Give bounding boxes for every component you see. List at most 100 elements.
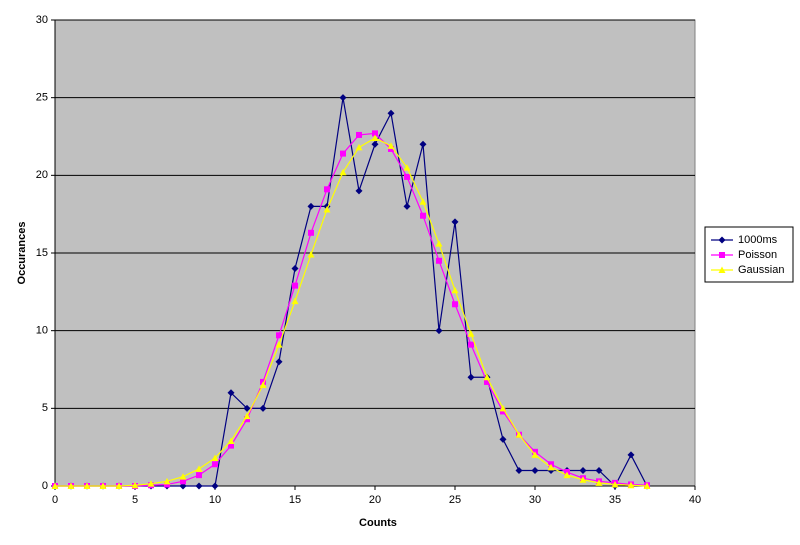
marker-triangle: [515, 431, 523, 438]
marker-square: [404, 173, 410, 180]
marker-triangle: [195, 465, 203, 472]
marker-diamond: [243, 404, 251, 412]
marker-square: [372, 130, 378, 137]
marker-triangle: [147, 480, 155, 487]
marker-square: [420, 212, 426, 219]
y-axis-label: Occurances: [16, 222, 28, 285]
marker-square: [436, 257, 442, 264]
marker-square: [484, 378, 490, 385]
marker-diamond: [387, 109, 395, 117]
marker-triangle: [355, 143, 363, 151]
marker-diamond: [355, 187, 363, 195]
marker-triangle: [563, 471, 571, 479]
marker-square: [356, 131, 362, 138]
marker-triangle: [419, 198, 427, 205]
marker-triangle: [51, 482, 59, 489]
marker-square: [468, 341, 474, 348]
marker-triangle: [403, 164, 411, 171]
marker-diamond: [275, 358, 283, 366]
marker-square: [500, 408, 506, 415]
marker-square: [212, 461, 218, 468]
marker-triangle: [467, 330, 475, 337]
marker-triangle: [499, 404, 507, 412]
x-axis-label: Counts: [359, 517, 397, 529]
x-tick-label: 10: [209, 494, 221, 506]
marker-triangle: [99, 482, 107, 489]
y-tick-label: 25: [36, 92, 48, 104]
marker-diamond: [435, 327, 443, 335]
marker-triangle: [67, 482, 75, 489]
marker-triangle: [179, 473, 187, 480]
x-tick-label: 25: [449, 494, 461, 506]
marker-triangle: [291, 297, 299, 305]
series-line: [55, 137, 648, 487]
marker-square: [292, 282, 298, 289]
y-tick-label: 30: [36, 14, 48, 26]
marker-triangle: [611, 480, 619, 488]
marker-diamond: [515, 466, 523, 474]
marker-triangle: [227, 437, 235, 444]
legend-label: 1000ms: [738, 234, 778, 246]
x-tick-label: 20: [369, 494, 381, 506]
marker-diamond: [227, 389, 235, 397]
marker-triangle: [211, 454, 219, 462]
y-tick-label: 0: [42, 480, 48, 492]
marker-triangle: [643, 482, 651, 489]
marker-square: [308, 229, 314, 236]
marker-triangle: [483, 373, 491, 381]
marker-triangle: [163, 477, 171, 485]
marker-square: [196, 472, 202, 479]
marker-square: [244, 416, 250, 423]
marker-triangle: [83, 482, 91, 489]
marker-triangle: [115, 482, 123, 489]
marker-square: [228, 442, 234, 449]
marker-diamond: [259, 404, 267, 412]
marker-diamond: [195, 482, 203, 490]
marker-triangle: [595, 479, 603, 486]
marker-triangle: [387, 142, 395, 149]
marker-triangle: [275, 341, 283, 348]
marker-diamond: [339, 94, 347, 102]
y-tick-label: 20: [36, 169, 48, 181]
x-tick-label: 35: [609, 494, 621, 506]
marker-diamond: [531, 466, 539, 474]
marker-square: [324, 186, 330, 193]
marker-square: [719, 252, 725, 258]
marker-diamond: [291, 265, 299, 273]
marker-triangle: [307, 251, 315, 258]
marker-diamond: [499, 435, 507, 443]
marker-diamond: [371, 140, 379, 148]
marker-triangle: [131, 481, 139, 489]
x-tick-label: 30: [529, 494, 541, 506]
marker-diamond: [627, 451, 635, 459]
marker-square: [388, 145, 394, 152]
marker-diamond: [403, 202, 411, 210]
marker-diamond: [718, 236, 726, 244]
marker-triangle: [323, 206, 331, 213]
marker-triangle: [579, 476, 587, 483]
marker-triangle: [547, 463, 555, 471]
marker-diamond: [307, 202, 315, 210]
x-tick-label: 40: [689, 494, 701, 506]
marker-square: [452, 301, 458, 308]
marker-triangle: [259, 381, 267, 389]
legend-label: Poisson: [738, 249, 777, 261]
y-tick-label: 10: [36, 325, 48, 337]
y-tick-label: 5: [42, 402, 48, 414]
marker-diamond: [419, 140, 427, 148]
x-tick-label: 0: [52, 494, 58, 506]
marker-square: [276, 332, 282, 339]
marker-triangle: [371, 134, 379, 142]
marker-diamond: [451, 218, 459, 226]
marker-triangle: [627, 481, 635, 489]
x-tick-label: 15: [289, 494, 301, 506]
marker-triangle: [339, 168, 347, 176]
x-tick-label: 5: [132, 494, 138, 506]
legend-label: Gaussian: [738, 264, 784, 276]
marker-square: [164, 481, 170, 488]
marker-triangle: [718, 266, 726, 273]
marker-diamond: [579, 466, 587, 474]
marker-diamond: [211, 482, 219, 490]
y-tick-label: 15: [36, 247, 48, 259]
